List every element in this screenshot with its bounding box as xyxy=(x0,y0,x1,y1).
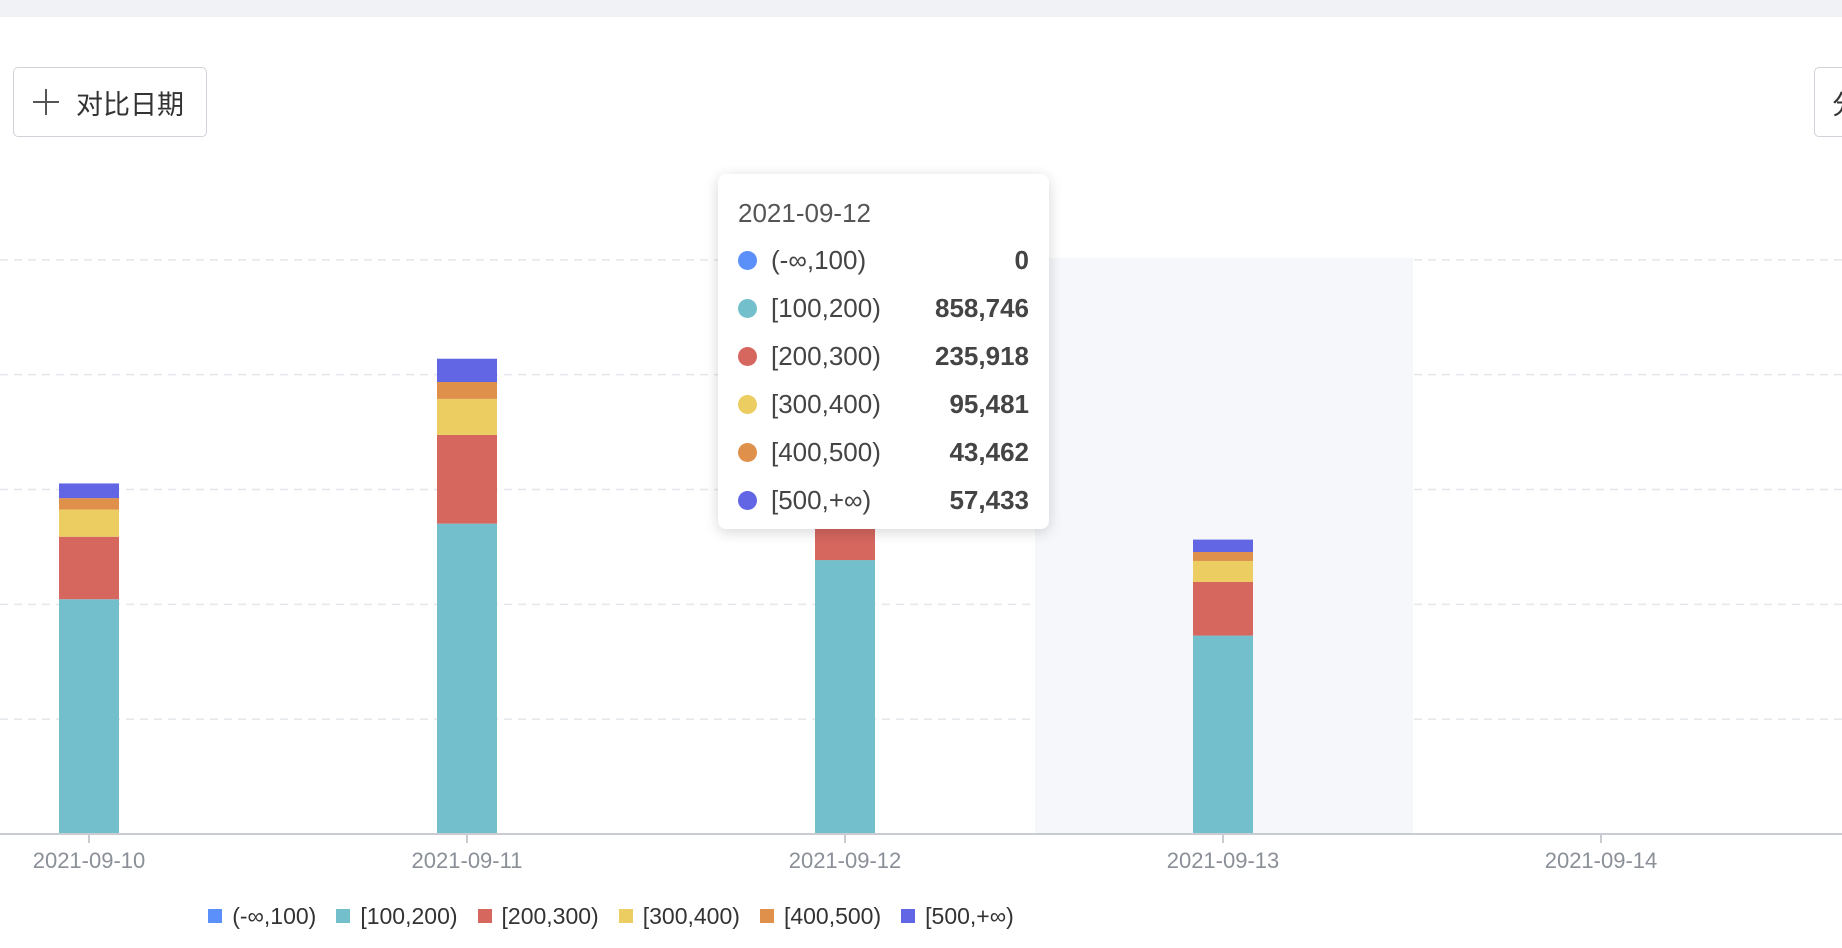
bar-segment xyxy=(437,523,497,834)
tooltip-series-value: 0 xyxy=(1014,244,1029,275)
x-tick-label: 2021-09-10 xyxy=(33,848,146,873)
tooltip-row: [100,200) 858,746 xyxy=(738,284,1029,332)
legend-swatch-icon xyxy=(477,909,492,923)
legend-item[interactable]: [300,400) xyxy=(618,902,740,930)
legend-label: (-∞,100) xyxy=(232,902,317,929)
bar-segment xyxy=(59,498,119,510)
tooltip-series-name: [100,200) xyxy=(771,292,881,323)
series-dot-icon xyxy=(738,298,757,318)
compare-date-label: 对比日期 xyxy=(76,89,184,120)
compare-date-button[interactable]: 对比日期 xyxy=(13,67,207,137)
x-tick-label: 2021-09-13 xyxy=(1167,848,1280,873)
tooltip-series-value: 95,481 xyxy=(949,388,1029,419)
right-toolbar-label: 分 xyxy=(1832,83,1842,122)
bar-segment xyxy=(1193,539,1253,553)
bar-segment xyxy=(1193,635,1253,834)
tooltip-row: [300,400) 95,481 xyxy=(738,380,1029,428)
plus-icon xyxy=(33,89,59,115)
legend-item[interactable]: [400,500) xyxy=(759,902,882,930)
bar-segment xyxy=(1193,552,1253,561)
legend-swatch-icon xyxy=(901,909,916,923)
tooltip-row: [400,500) 43,462 xyxy=(738,428,1029,476)
tooltip-series-name: [500,+∞) xyxy=(771,484,872,515)
legend-label: [200,300) xyxy=(501,902,599,929)
legend-label: [300,400) xyxy=(642,902,740,929)
series-dot-icon xyxy=(738,250,757,270)
bar-segment xyxy=(59,483,119,499)
legend-swatch-icon xyxy=(208,909,223,923)
top-strip xyxy=(0,0,1842,17)
legend-item[interactable]: (-∞,100) xyxy=(208,903,316,930)
legend-item[interactable]: [200,300) xyxy=(477,902,599,930)
legend-label: [500,+∞) xyxy=(925,902,1014,929)
legend-swatch-icon xyxy=(759,909,774,923)
legend-label: [100,200) xyxy=(360,902,458,929)
tooltip-series-value: 235,918 xyxy=(935,340,1029,371)
bar-segment xyxy=(1193,582,1253,636)
tooltip-row: [200,300) 235,918 xyxy=(738,332,1029,380)
series-dot-icon xyxy=(738,346,757,366)
legend-item[interactable]: [100,200) xyxy=(336,902,458,930)
bar-segment xyxy=(437,434,497,524)
bar-segment xyxy=(1193,560,1253,583)
tooltip-series-name: [200,300) xyxy=(771,340,881,371)
legend-swatch-icon xyxy=(336,909,351,923)
bar-segment xyxy=(59,509,119,537)
series-dot-icon xyxy=(738,442,757,462)
bar-segment xyxy=(59,536,119,600)
bar-segment xyxy=(437,358,497,383)
bar-segment xyxy=(437,382,497,399)
x-tick-label: 2021-09-12 xyxy=(789,848,902,873)
bar-segment xyxy=(815,560,875,834)
legend-label: [400,500) xyxy=(783,902,882,929)
chart-legend: (-∞,100) [100,200) [200,300) [300,400) [400,… xyxy=(0,898,1842,934)
tooltip-series-name: [300,400) xyxy=(771,388,881,419)
tooltip-row: (-∞,100) 0 xyxy=(738,236,1029,284)
legend-item[interactable]: [500,+∞) xyxy=(901,903,1014,930)
x-tick-label: 2021-09-14 xyxy=(1545,848,1658,873)
series-dot-icon xyxy=(738,490,757,510)
legend-swatch-icon xyxy=(618,909,633,923)
x-tick-label: 2021-09-11 xyxy=(412,848,523,873)
tooltip-series-name: [400,500) xyxy=(771,436,881,467)
tooltip-title: 2021-09-12 xyxy=(738,198,871,228)
tooltip-series-value: 57,433 xyxy=(949,484,1029,515)
series-dot-icon xyxy=(738,394,757,414)
tooltip-series-name: (-∞,100) xyxy=(771,244,867,275)
right-toolbar-button[interactable]: 分 xyxy=(1814,67,1842,137)
bar-segment xyxy=(437,398,497,435)
tooltip-series-value: 43,462 xyxy=(949,436,1029,467)
tooltip-rows: (-∞,100) 0 [100,200) 858,746 [200,300) 235,91… xyxy=(738,236,1029,524)
tooltip-series-value: 858,746 xyxy=(935,292,1029,323)
tooltip-row: [500,+∞) 57,433 xyxy=(738,476,1029,524)
chart-tooltip: 2021-09-12 (-∞,100) 0 [100,200) 858,746 [200… xyxy=(718,174,1049,529)
bar-segment xyxy=(59,599,119,834)
